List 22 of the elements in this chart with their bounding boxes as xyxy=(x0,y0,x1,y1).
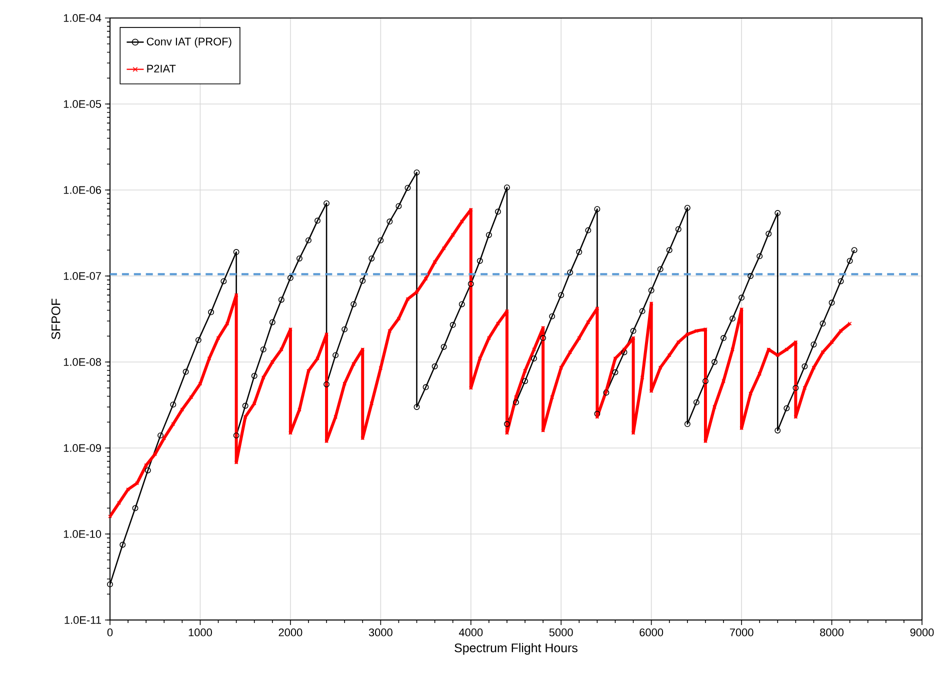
y-tick-label: 1.0E-08 xyxy=(64,358,102,366)
x-tick-label: 2000 xyxy=(278,628,302,636)
y-tick-label: 1.0E-06 xyxy=(64,186,102,194)
y-axis-title: SFPOF xyxy=(51,298,60,340)
y-tick-label: 1.0E-07 xyxy=(64,272,101,280)
y-tick-label: 1.0E-04 xyxy=(64,14,102,22)
x-tick-label: 1000 xyxy=(188,628,212,636)
x-tick-label: 3000 xyxy=(368,628,392,636)
y-tick-label: 1.0E-09 xyxy=(64,444,101,452)
x-tick-label: 0 xyxy=(107,628,113,636)
x-tick-label: 5000 xyxy=(549,628,573,636)
y-tick-label: 1.0E-05 xyxy=(64,100,102,108)
y-tick-label: 1.0E-11 xyxy=(64,616,101,624)
x-tick-label: 8000 xyxy=(820,628,844,636)
x-tick-label: 7000 xyxy=(730,628,754,636)
legend-label: P2IAT xyxy=(147,64,176,72)
x-tick-label: 9000 xyxy=(910,628,934,636)
y-tick-label: 1.0E-10 xyxy=(64,530,102,538)
x-axis-title: Spectrum Flight Hours xyxy=(454,643,578,655)
legend-label: Conv IAT (PROF) xyxy=(146,37,232,48)
x-tick-label: 6000 xyxy=(640,628,664,636)
x-tick-label: 4000 xyxy=(458,628,483,636)
